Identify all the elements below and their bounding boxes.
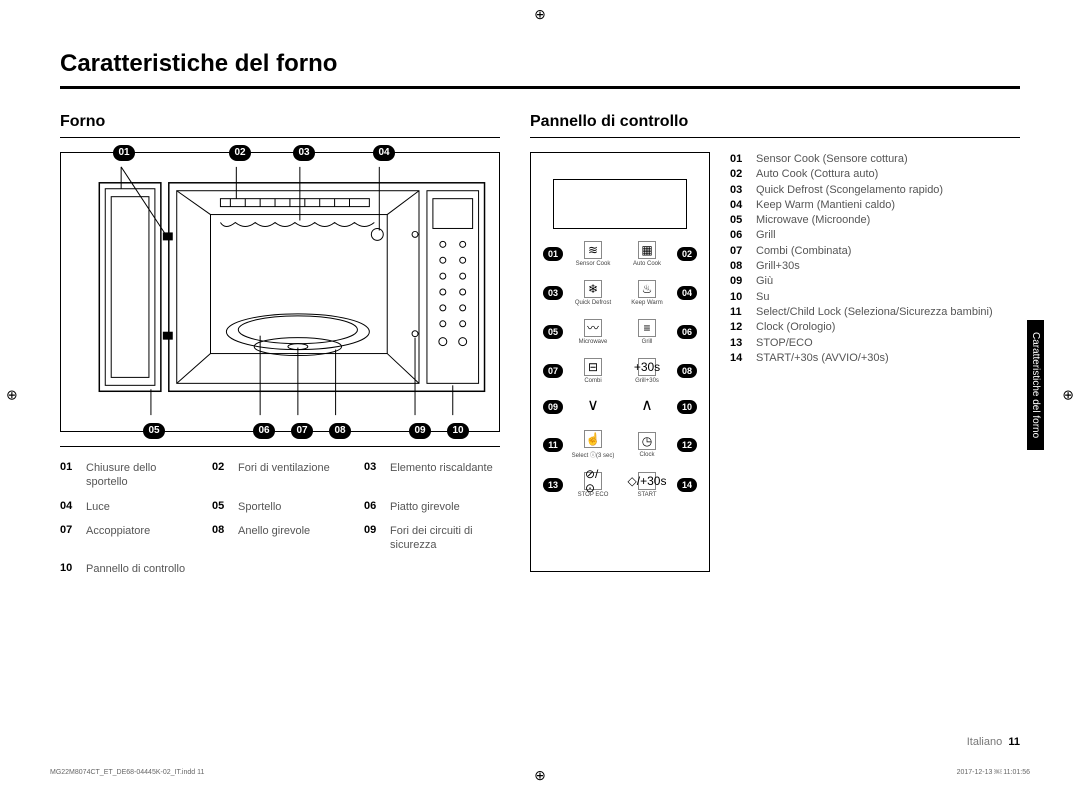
- panel-callout: 01: [543, 247, 563, 261]
- legend-rule: [60, 446, 500, 447]
- panel-rule: [530, 137, 1020, 138]
- footer-language: Italiano: [967, 736, 1002, 748]
- panel-button: ≡Grill: [623, 319, 671, 345]
- panel-button: ▦Auto Cook: [623, 241, 671, 267]
- panel-button: ❄Quick Defrost: [569, 280, 617, 306]
- panel-list-item: 03Quick Defrost (Scongelamento rapido): [730, 183, 1020, 197]
- page-footer: Italiano 11: [967, 736, 1020, 748]
- subtitle-rule: [60, 137, 500, 138]
- section-tab: Caratteristiche del forno: [1027, 320, 1044, 450]
- panel-callout: 06: [677, 325, 697, 339]
- panel-button: ◇/+30sSTART: [623, 472, 671, 498]
- callout-09: 09: [409, 423, 431, 439]
- panel-button: ☝Select ⓘ(3 sec): [569, 430, 617, 459]
- panel-callout: 07: [543, 364, 563, 378]
- panel-callout: 08: [677, 364, 697, 378]
- callout-03: 03: [293, 145, 315, 161]
- panel-list-item: 12Clock (Orologio): [730, 320, 1020, 334]
- callout-04: 04: [373, 145, 395, 161]
- callout-01: 01: [113, 145, 135, 161]
- panel-list-item: 08Grill+30s: [730, 259, 1020, 273]
- callout-02: 02: [229, 145, 251, 161]
- panel-button: ⊟Combi: [569, 358, 617, 384]
- panel-list-item: 09Giù: [730, 274, 1020, 288]
- panel-callout: 05: [543, 325, 563, 339]
- panel-list-item: 04Keep Warm (Mantieni caldo): [730, 198, 1020, 212]
- print-meta-right: 2017-12-13 ￼ 11:01:56: [957, 769, 1030, 776]
- panel-list-item: 02Auto Cook (Cottura auto): [730, 167, 1020, 181]
- panel-list-item: 01Sensor Cook (Sensore cottura): [730, 152, 1020, 166]
- panel-callout: 02: [677, 247, 697, 261]
- page-number: 11: [1008, 736, 1020, 748]
- panel-button: +30sGrill+30s: [623, 358, 671, 384]
- panel-list-item: 11Select/Child Lock (Seleziona/Sicurezza…: [730, 305, 1020, 319]
- callout-05: 05: [143, 423, 165, 439]
- print-meta-left: MG22M8074CT_ET_DE68-04445K-02_IT.indd 11: [50, 769, 204, 776]
- oven-subtitle: Forno: [60, 113, 500, 131]
- panel-callout: 04: [677, 286, 697, 300]
- panel-legend: 01Sensor Cook (Sensore cottura)02Auto Co…: [730, 152, 1020, 572]
- panel-list-item: 13STOP/ECO: [730, 336, 1020, 350]
- panel-list-item: 05Microwave (Microonde): [730, 213, 1020, 227]
- panel-button: ♨Keep Warm: [623, 280, 671, 306]
- panel-list-item: 10Su: [730, 290, 1020, 304]
- panel-callout: 13: [543, 478, 563, 492]
- panel-callout: 10: [677, 400, 697, 414]
- title-rule: [60, 86, 1020, 89]
- panel-section: Pannello di controllo 01 ≋Sensor Cook▦Aut…: [530, 113, 1020, 577]
- panel-subtitle: Pannello di controllo: [530, 113, 1020, 131]
- panel-display: [553, 179, 687, 229]
- panel-button: ∨: [569, 397, 617, 417]
- page: Caratteristiche del forno Forno: [0, 0, 1080, 790]
- panel-button: ⊘/⊙STOP ECO: [569, 472, 617, 498]
- panel-list-item: 06Grill: [730, 228, 1020, 242]
- main-title: Caratteristiche del forno: [60, 50, 1020, 78]
- callout-10: 10: [447, 423, 469, 439]
- panel-callout: 14: [677, 478, 697, 492]
- panel-list-item: 14START/+30s (AVVIO/+30s): [730, 351, 1020, 365]
- callout-08: 08: [329, 423, 351, 439]
- panel-callout: 09: [543, 400, 563, 414]
- panel-button: ∧: [623, 397, 671, 417]
- panel-callout: 03: [543, 286, 563, 300]
- panel-button: 〰Microwave: [569, 319, 617, 345]
- panel-button: ◷Clock: [623, 432, 671, 458]
- callout-07: 07: [291, 423, 313, 439]
- panel-button: ≋Sensor Cook: [569, 241, 617, 267]
- oven-legend: 01Chiusure dello sportello 02Fori di ven…: [60, 461, 500, 577]
- panel-callout: 12: [677, 438, 697, 452]
- panel-callout: 11: [543, 438, 563, 452]
- callout-06: 06: [253, 423, 275, 439]
- panel-list-item: 07Combi (Combinata): [730, 244, 1020, 258]
- oven-section: Forno: [60, 113, 500, 577]
- oven-diagram: 01 02 03 04 05 06 07 08 09 10: [60, 152, 500, 432]
- control-panel-diagram: 01 ≋Sensor Cook▦Auto Cook 02 03 ❄Quick Defro…: [530, 152, 710, 572]
